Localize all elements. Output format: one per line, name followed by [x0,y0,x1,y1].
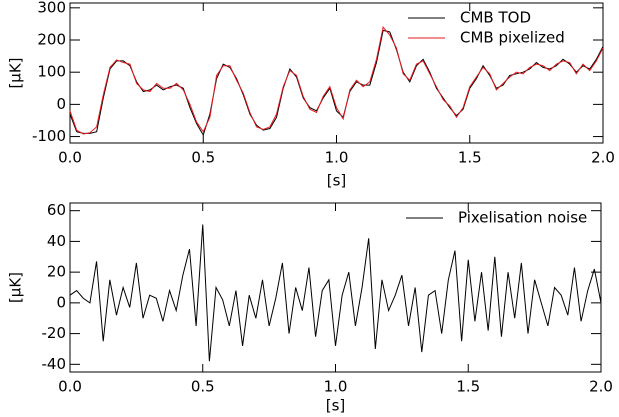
x-tick-label: 1.0 [324,378,348,396]
data-line [69,26,604,135]
y-tick-label: 20 [47,263,66,281]
data-line [69,224,602,362]
x-tick-label: 2.0 [589,378,613,396]
legend-label: Pixelisation noise [458,209,587,227]
legend-label: CMB pixelized [460,29,565,47]
x-axis-label: [s] [326,397,346,415]
y-tick-label: 40 [47,232,66,250]
x-tick-label: 0.0 [58,149,82,167]
y-tick-label: 60 [47,201,66,219]
y-tick-label: 300 [37,0,66,16]
x-tick-label: 1.5 [458,149,482,167]
y-tick-label: -40 [42,355,67,373]
y-tick-label: 0 [56,95,66,113]
y-tick-label: -20 [42,324,67,342]
x-tick-label: 0.0 [58,378,82,396]
x-tick-label: 0.5 [191,378,215,396]
legend-label: CMB TOD [460,9,531,27]
x-tick-label: 2.0 [591,149,615,167]
y-axis-label: [μK] [7,57,25,88]
y-tick-label: -100 [32,127,66,145]
x-tick-label: 1.5 [456,378,480,396]
y-axis-label: [μK] [7,272,25,303]
plot-frame [69,202,602,373]
y-tick-label: 0 [56,293,66,311]
x-tick-label: 0.5 [191,149,215,167]
x-axis-label: [s] [327,172,347,190]
y-tick-label: 200 [37,31,66,49]
y-tick-label: 100 [37,63,66,81]
x-tick-label: 1.0 [325,149,349,167]
